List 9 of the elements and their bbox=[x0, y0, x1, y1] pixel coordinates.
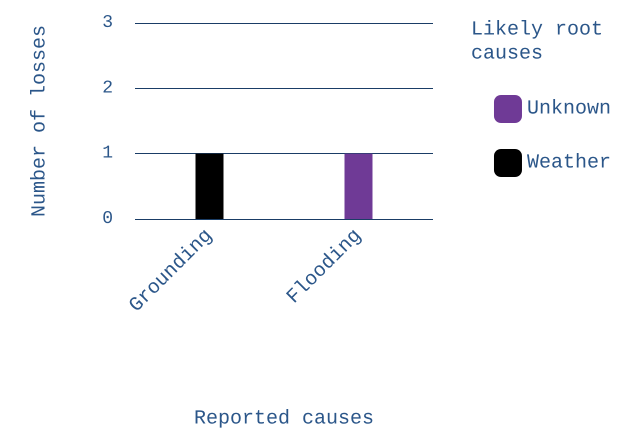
y-tick-label: 3 bbox=[102, 13, 113, 33]
y-tick-label: 1 bbox=[102, 144, 113, 164]
legend-label: Weather bbox=[526, 152, 611, 174]
x-axis-title: Reported causes bbox=[194, 408, 374, 430]
y-tick-label: 2 bbox=[102, 78, 113, 98]
legend-label: Unknown bbox=[526, 98, 611, 120]
legend-title: Likely root causes bbox=[471, 18, 616, 66]
y-axis-title: Number of losses bbox=[28, 24, 52, 218]
y-tick-label: 0 bbox=[102, 209, 113, 229]
